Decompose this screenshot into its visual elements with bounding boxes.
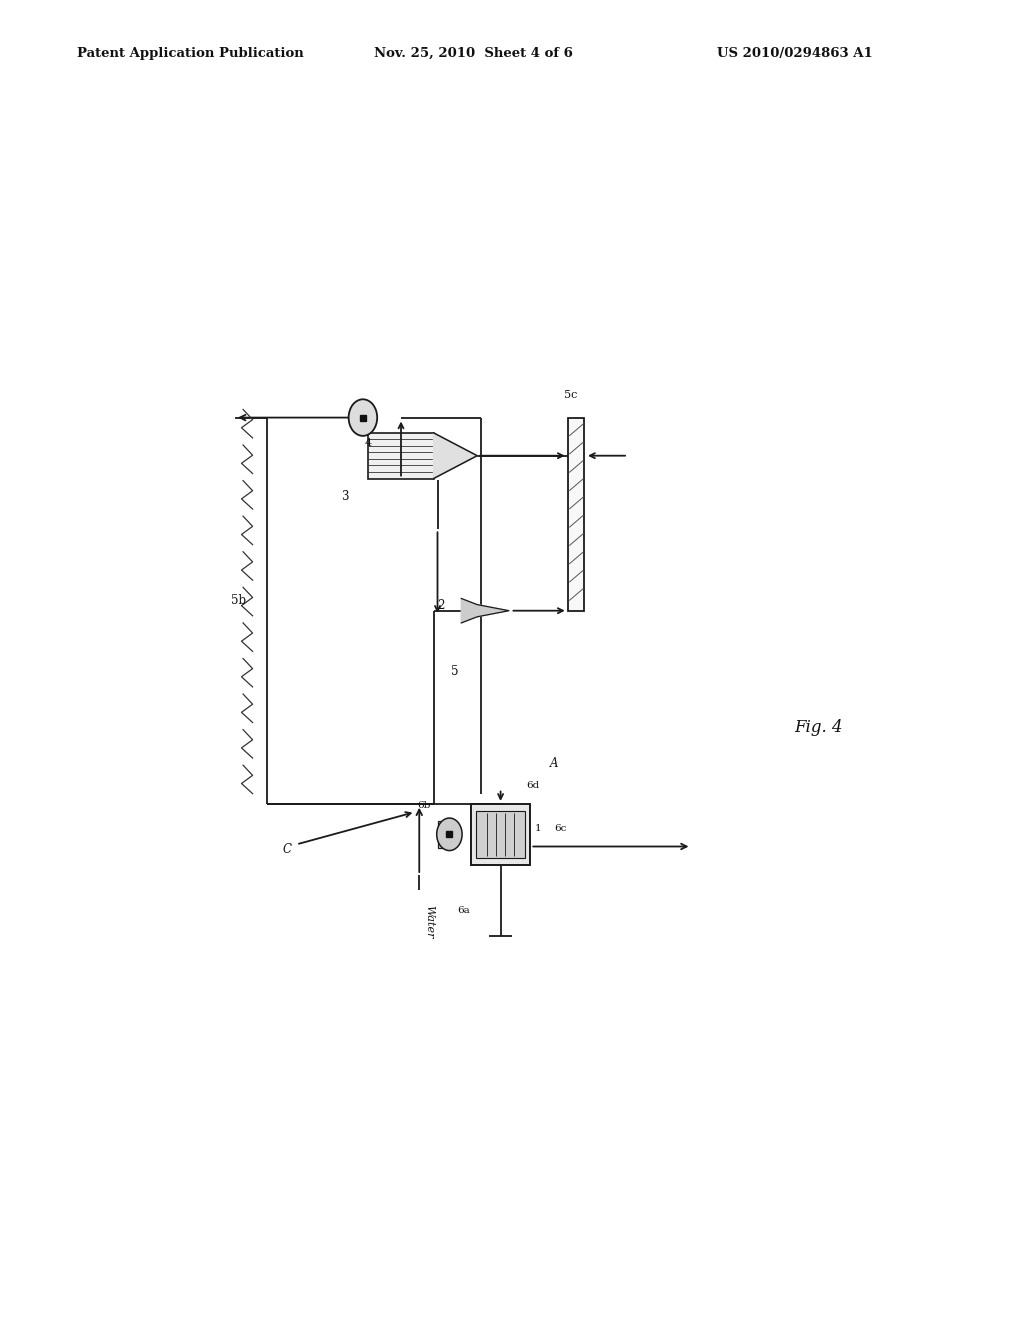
Text: 4: 4: [365, 438, 372, 447]
Text: 6d: 6d: [526, 781, 540, 789]
Text: US 2010/0294863 A1: US 2010/0294863 A1: [717, 46, 872, 59]
Text: 5c: 5c: [564, 391, 578, 400]
Text: 2: 2: [437, 599, 444, 612]
Text: 1: 1: [535, 824, 541, 833]
Text: Nov. 25, 2010  Sheet 4 of 6: Nov. 25, 2010 Sheet 4 of 6: [374, 46, 572, 59]
Text: C: C: [283, 843, 292, 857]
Text: 6a: 6a: [457, 906, 470, 915]
Text: A: A: [550, 756, 559, 770]
Text: 6b: 6b: [418, 801, 431, 810]
Text: Water: Water: [424, 906, 434, 939]
Polygon shape: [461, 598, 509, 623]
Circle shape: [436, 818, 462, 850]
Bar: [471, 804, 530, 865]
Polygon shape: [433, 433, 477, 479]
Bar: [369, 433, 433, 479]
Bar: [476, 810, 524, 858]
Bar: [437, 821, 452, 847]
Text: 3: 3: [341, 490, 348, 503]
Circle shape: [348, 399, 377, 436]
Text: 5b: 5b: [231, 594, 247, 607]
Text: Fig. 4: Fig. 4: [795, 719, 843, 737]
Text: Patent Application Publication: Patent Application Publication: [77, 46, 303, 59]
Bar: [568, 417, 585, 611]
Text: 6c: 6c: [554, 824, 566, 833]
Text: 5: 5: [451, 665, 459, 678]
